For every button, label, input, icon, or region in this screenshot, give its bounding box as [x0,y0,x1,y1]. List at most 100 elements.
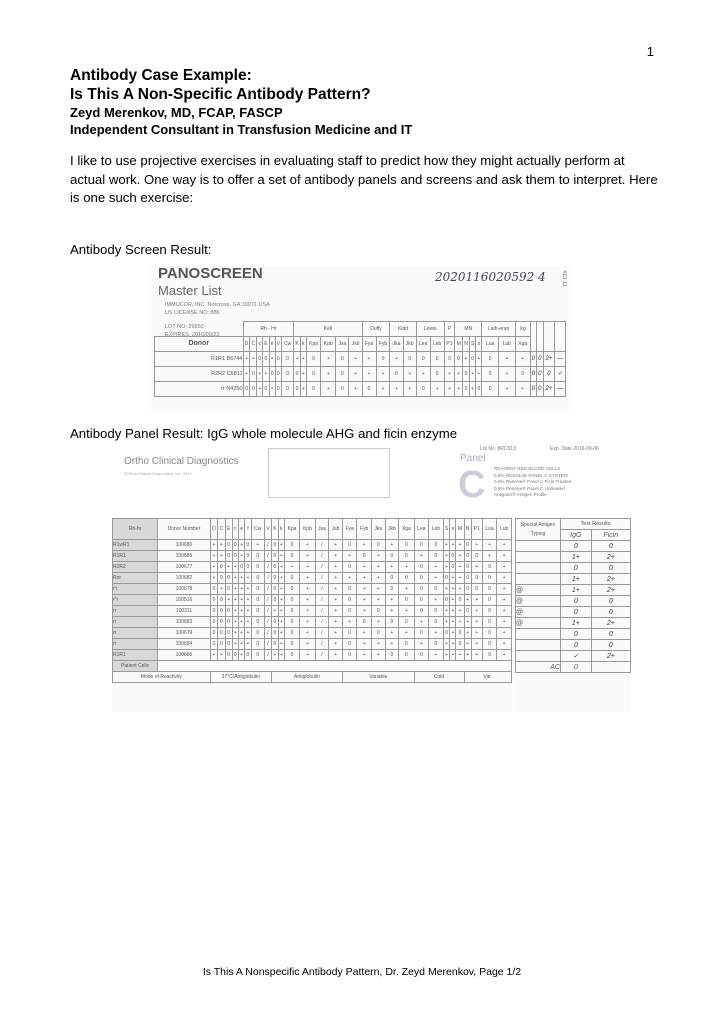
antigen-value: + [356,561,372,573]
antigen-value: + [209,550,219,562]
antigen-header: Kpa [305,336,322,352]
antigen-value: + [356,594,372,606]
antigen-value: 0 [384,550,400,562]
antigen-value: + [470,594,483,606]
antigen-value: + [514,351,531,367]
antigen-value: 0 [428,616,444,628]
antigen-value: 0 [283,638,301,650]
antigen-value: 0 [428,605,444,617]
antigen-value: + [498,381,516,397]
result-row: @1+ 2+ [515,617,632,629]
autocontrol-igg: 0 [560,661,592,673]
antigen-header: D [209,518,219,540]
antigen-value: + [496,550,512,562]
lot-cell [155,322,244,337]
antigen-header: Fya [341,518,358,540]
antigen-value: 0 [250,649,265,661]
result-row: @0 0 [515,595,632,607]
special-antigen-typing [515,540,561,552]
antigen-header: Xga [398,518,415,540]
result-col-header: IgG [560,529,592,541]
antigen-header: Lub [498,336,516,352]
handwritten-result: 2+ [542,381,556,397]
antigen-value: / [263,550,272,562]
antigen-value: 0 [481,583,498,595]
donor-number: 100680 [157,539,211,551]
panel-lot: Lot No. 8RC513 [480,446,516,452]
handwritten-id: 2020116020592 4 [435,270,546,284]
antigen-value: + [470,649,483,661]
panel-row: R1wR1 100680 + +0 0 +0 +/0 +0 + / +0 +0 +0 0 0 + + +0 + + + [111,539,512,551]
group-row: Rh - Hr Kell Duffy Kidd Lewis P MN Luth-eran Xg [155,321,566,352]
panel-row: rr 100683 0 0 0 + + +0/0 +0 + / + +0 +0 0 +0 + + + + +0 + [111,616,512,628]
antigen-value: + [356,583,372,595]
mode-of-reactivity: Var. [463,671,512,683]
antigen-value: + [429,381,445,397]
antigen-value: + [224,561,233,573]
panel-desc-line: REAGENT RED BLOOD CELLS [494,466,561,471]
antigen-value: + [455,616,465,628]
panel-company: Ortho Clinical Diagnostics [124,456,239,467]
donor-number: 100516 [157,594,211,606]
handwritten-ficin: 2+ [590,573,632,585]
antigen-value: 0 [280,366,295,382]
antigen-header: Kpb [299,518,316,540]
antigen-value: + [375,381,391,397]
antigen-value: 0 [413,649,430,661]
antigen-value: + [328,539,343,551]
panel-row: r'r 100678 0 +0 + + +0/0 +0 + / +0 + +0 +0 0 + + +0 0 0 + [111,583,512,595]
handwritten-igg: 0 [560,628,592,640]
antigen-value: + [455,539,465,551]
antigen-value: + [470,539,483,551]
antigen-value: 0 [283,539,301,551]
antigen-value: + [470,616,483,628]
donor-number: 100311 [157,605,211,617]
antigen-value: 0 [463,561,472,573]
antigen-header: Jka [389,336,404,352]
antigen-value: 0 [384,616,400,628]
antigen-value: / [314,572,330,584]
antigen-value: 0 [217,594,226,606]
antigen-group: Xg [514,321,531,337]
antigen-header: Lua [481,518,498,540]
result-cell [542,321,556,352]
antigen-value: + [250,539,265,551]
antigen-value: 0 [224,550,233,562]
antigen-value: 0 [413,627,430,639]
rh-phenotype: R1R1 [111,550,159,562]
antigen-value: + [356,649,372,661]
antigen-value: 0 [250,550,265,562]
mode-label: Mode of Reactivity [112,671,211,683]
antigen-value: / [263,649,272,661]
antigen-value: 0 [442,594,451,606]
donor-number: 100685 [157,550,211,562]
handwritten-igg: 0 [560,540,592,552]
antigen-value: 0 [356,616,372,628]
special-antigen-typing: @ [515,584,561,596]
antigen-value: + [463,616,472,628]
special-antigen-typing [515,628,561,640]
antigen-value: 0 [428,638,444,650]
handwritten-igg: 1+ [560,617,592,629]
handwritten-ficin: 2+ [590,584,632,596]
mode-row: Mode of Reactivity 37°C/Antiglobulin Antig… [112,671,512,683]
antigen-group: Kidd [389,321,417,337]
antigen-value: + [384,539,400,551]
antigen-value: + [384,627,400,639]
result-col-header: Ficin [590,529,632,541]
antigen-value: + [455,583,465,595]
antigen-value: + [498,351,516,367]
antigen-value: + [384,561,400,573]
panel-row: Ror 100682 +0 0 + + +0/0 +0 + / + + + +0 0 0 +0 + +0 0 0 + [111,572,512,584]
antigen-value: / [263,583,272,595]
antigen-value: + [481,550,498,562]
antigen-value: 0 [283,550,301,562]
antigen-value: 0 [413,561,430,573]
special-antigen-typing [515,562,561,574]
handwritten-ficin: 2+ [590,650,632,662]
test-results-header: Test Results [560,518,631,530]
antigen-value: 0 [250,605,265,617]
antigen-value: 0 [481,366,500,382]
antigen-value: 0 [242,381,251,397]
